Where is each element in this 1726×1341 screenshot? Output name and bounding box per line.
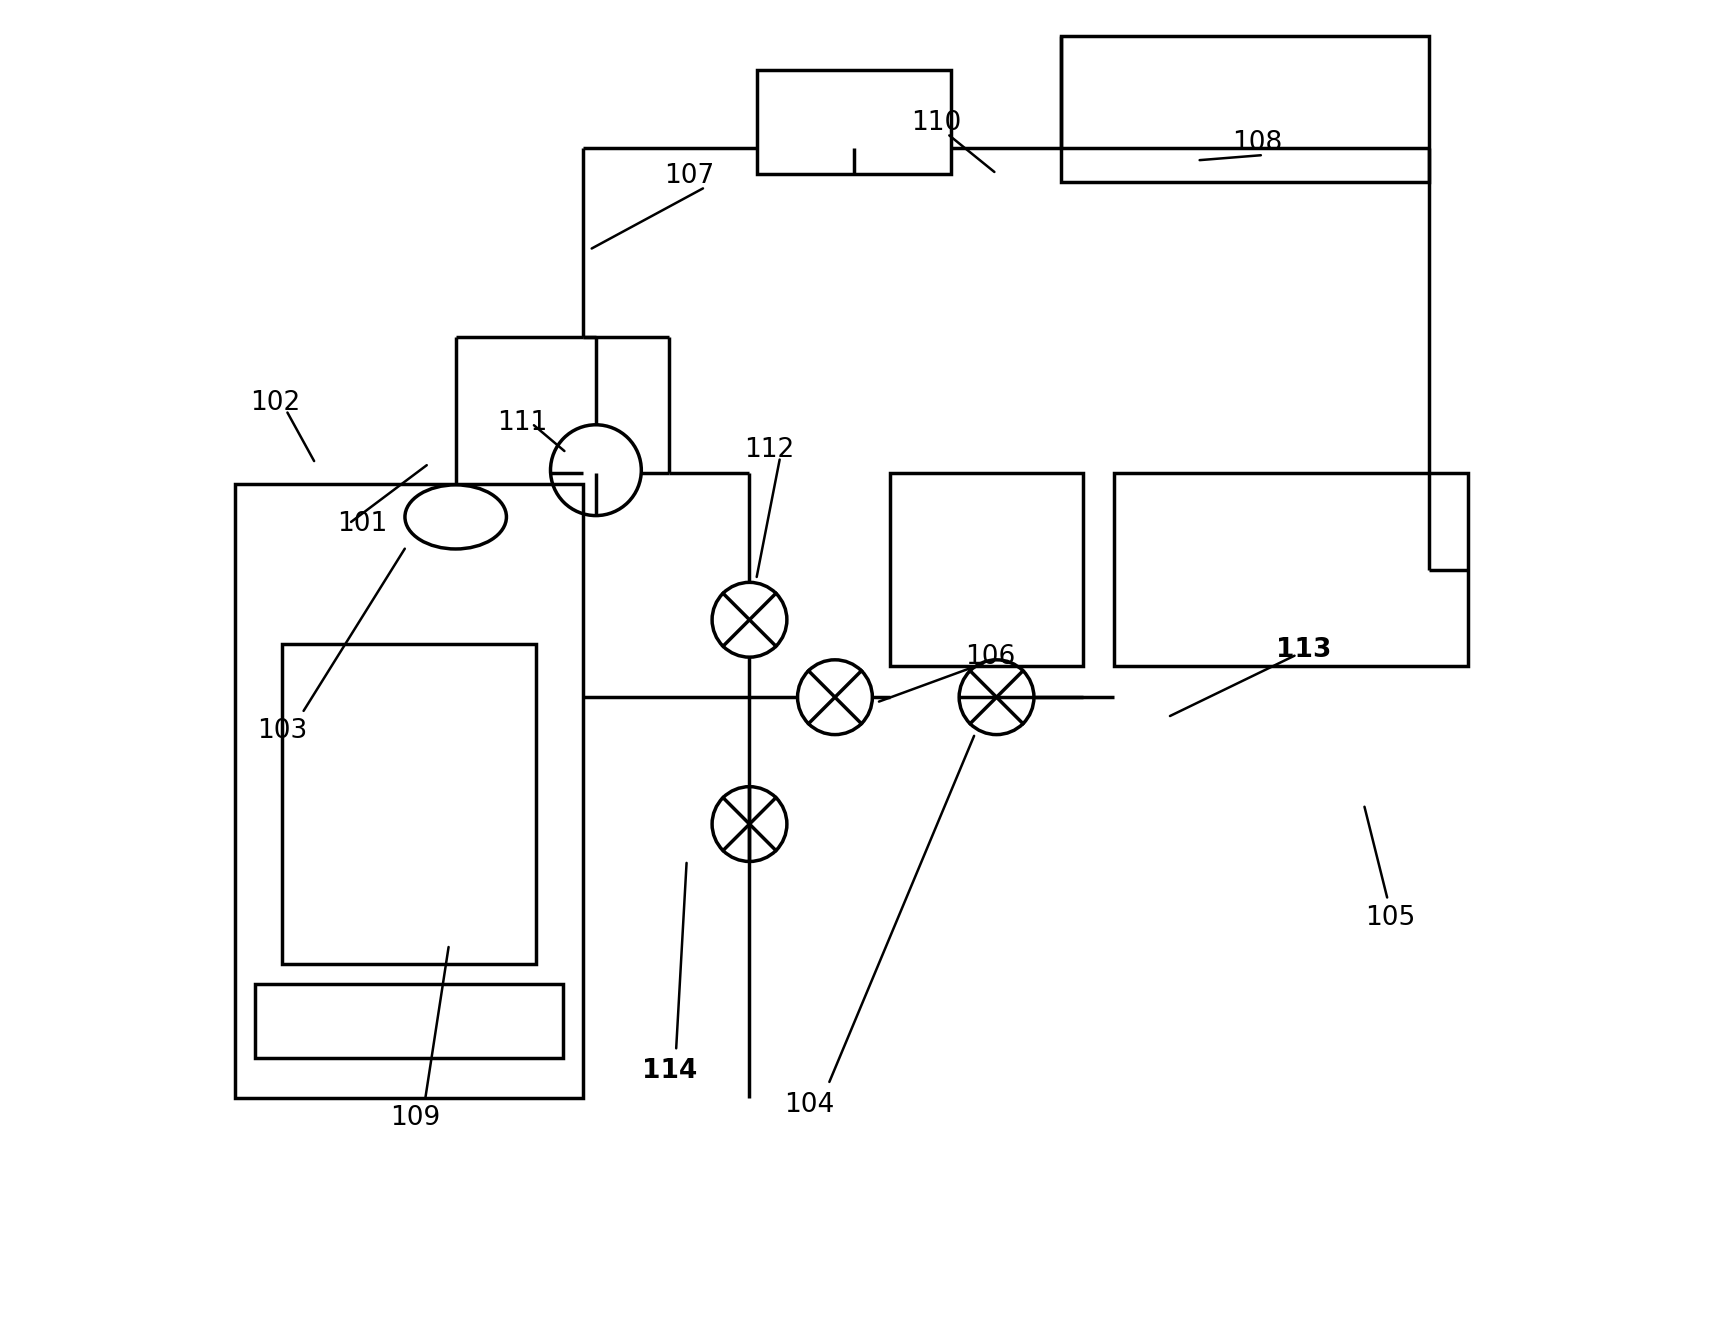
Bar <box>889 473 1084 666</box>
Text: 112: 112 <box>744 437 794 463</box>
Text: 101: 101 <box>337 511 387 536</box>
Text: 103: 103 <box>257 717 307 744</box>
Text: 114: 114 <box>642 1058 697 1084</box>
Bar <box>255 984 563 1058</box>
Text: 108: 108 <box>1232 130 1282 156</box>
Text: 107: 107 <box>665 164 715 189</box>
Bar <box>1061 36 1429 182</box>
Text: 111: 111 <box>497 410 547 436</box>
Ellipse shape <box>406 485 506 548</box>
Text: 109: 109 <box>390 1105 440 1130</box>
Text: 102: 102 <box>250 390 300 417</box>
Bar <box>1113 473 1467 666</box>
Bar <box>281 644 535 964</box>
Bar <box>235 484 583 1098</box>
Text: 105: 105 <box>1365 905 1415 931</box>
Text: 104: 104 <box>784 1092 835 1117</box>
Bar <box>758 70 951 174</box>
Text: 110: 110 <box>911 110 961 135</box>
Text: 113: 113 <box>1276 637 1331 664</box>
Text: 106: 106 <box>965 644 1015 670</box>
